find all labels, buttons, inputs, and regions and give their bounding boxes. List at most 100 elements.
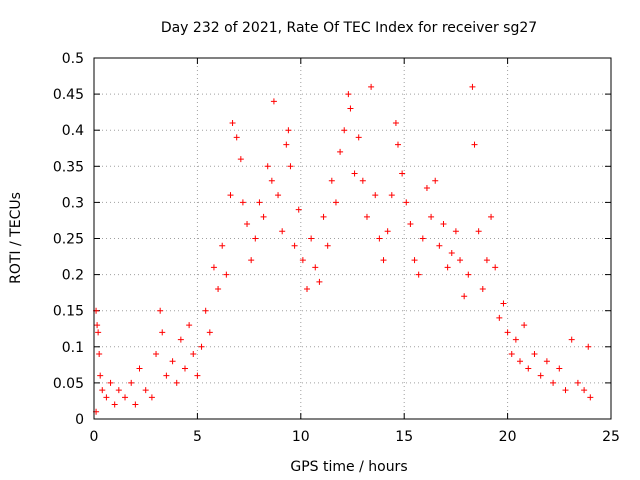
roti-point [153,351,160,358]
y-tick-label: 0.4 [62,123,84,139]
roti-point [215,286,222,293]
roti-point [210,264,217,271]
roti-point [587,394,594,401]
tick-label-layer: 0 0.05 0.1 0.15 0.2 0.25 0.3 0.35 0.4 0.45 0.5 0 5 10… [53,51,620,445]
roti-point [148,394,155,401]
roti-point [233,134,240,141]
roti-point [202,307,209,314]
roti-point [206,329,213,336]
roti-point [448,249,455,256]
y-tick-label: 0.3 [62,195,84,211]
roti-point [142,387,149,394]
roti-point [320,213,327,220]
roti-point [132,401,139,408]
roti-point [248,257,255,264]
roti-point [279,228,286,235]
roti-point [465,271,472,278]
roti-point [219,242,226,249]
y-tick-label: 0.25 [53,232,84,248]
roti-point [399,170,406,177]
roti-point [512,336,519,343]
roti-point [415,271,422,278]
roti-point [345,91,352,98]
roti-point [229,119,236,126]
roti-point [556,365,563,372]
x-tick-label: 15 [395,429,413,445]
roti-point [304,286,311,293]
roti-point [432,177,439,184]
roti-point [275,192,282,199]
roti-point [268,177,275,184]
roti-point [239,199,246,206]
roti-point [312,264,319,271]
roti-point [264,163,271,170]
y-tick-label: 0.35 [53,159,84,175]
roti-point [252,235,259,242]
y-tick-label: 0 [75,412,84,428]
roti-point [403,199,410,206]
roti-point [392,119,399,126]
roti-point [159,329,166,336]
roti-point [500,300,507,307]
roti-point [237,156,244,163]
data-marks-layer [93,83,594,415]
roti-point [223,271,230,278]
roti-point [291,242,298,249]
roti-point [103,394,110,401]
roti-point [525,365,532,372]
roti-point [436,242,443,249]
roti-point [440,221,447,228]
roti-point [163,372,170,379]
x-tick-label: 20 [499,429,517,445]
x-tick-label: 25 [602,429,620,445]
roti-point [169,358,176,365]
roti-point [324,242,331,249]
y-tick-label: 0.5 [62,51,84,67]
roti-point [190,351,197,358]
roti-point [469,83,476,90]
roti-point [568,336,575,343]
roti-point [256,199,263,206]
roti-point [471,141,478,148]
roti-point [517,358,524,365]
y-tick-label: 0.2 [62,268,84,284]
roti-point [316,278,323,285]
roti-point [299,257,306,264]
roti-point [508,351,515,358]
roti-point [504,329,511,336]
roti-point [483,257,490,264]
roti-point [128,379,135,386]
roti-point [328,177,335,184]
roti-point [550,379,557,386]
roti-point [136,365,143,372]
roti-point [194,372,201,379]
roti-point [308,235,315,242]
roti-point [531,351,538,358]
roti-point [186,322,193,329]
roti-point [270,98,277,105]
roti-point [562,387,569,394]
roti-point [351,170,358,177]
roti-point [173,379,180,386]
roti-point [537,372,544,379]
roti-point [496,314,503,321]
roti-point [347,105,354,112]
roti-point [521,322,528,329]
roti-point [227,192,234,199]
roti-point [99,387,106,394]
roti-point [337,148,344,155]
roti-point [376,235,383,242]
chart-title: Day 232 of 2021, Rate Of TEC Index for r… [161,20,537,36]
roti-point [95,329,102,336]
roti-point [355,134,362,141]
x-tick-label: 10 [292,429,310,445]
roti-point [461,293,468,300]
roti-point [198,343,205,350]
roti-point [492,264,499,271]
roti-point [475,228,482,235]
y-tick-label: 0.05 [53,376,84,392]
grid-layer [94,58,611,419]
roti-point [115,387,122,394]
